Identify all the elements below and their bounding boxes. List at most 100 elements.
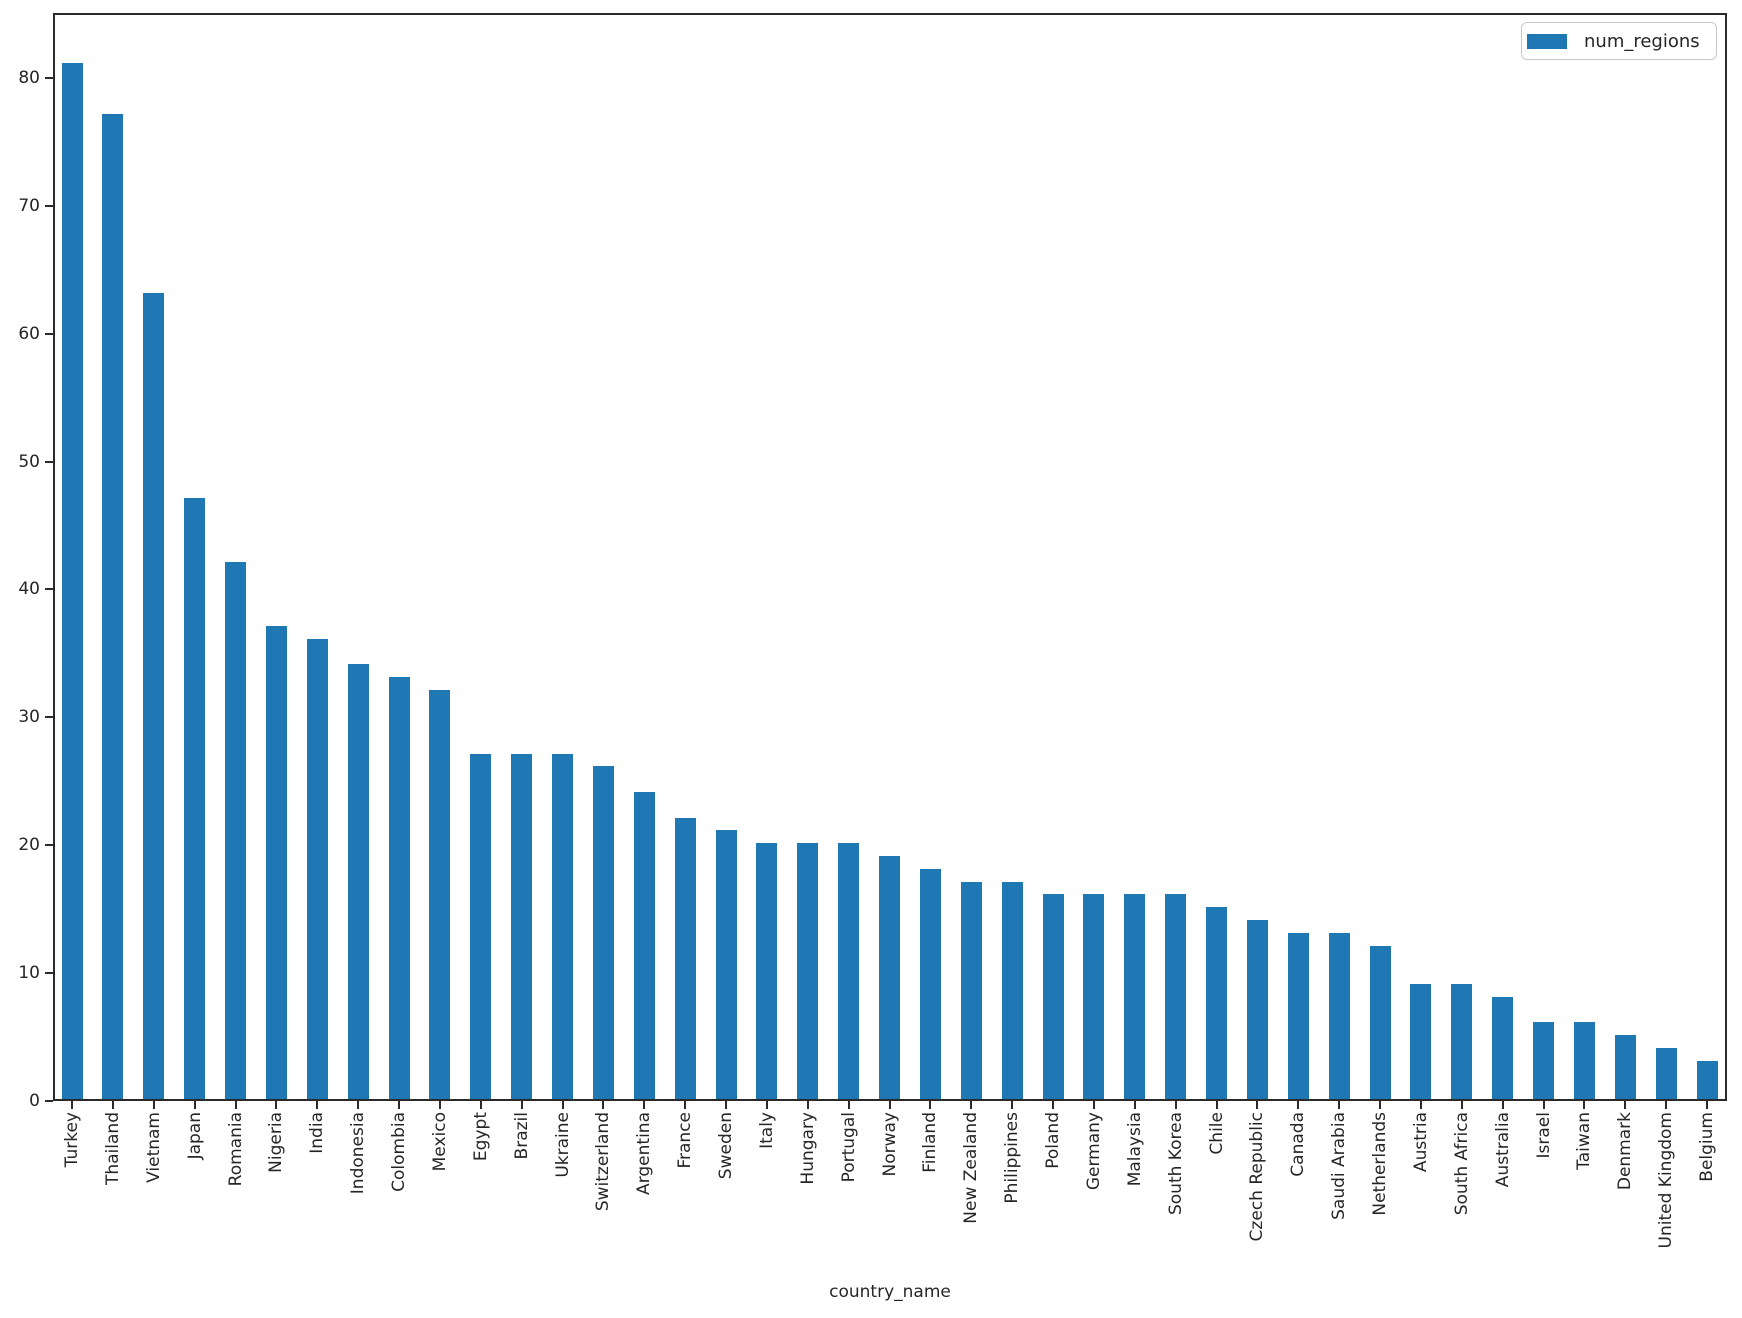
x-tick-label-thailand: Thailand <box>102 1112 123 1186</box>
y-tick-label: 40 <box>18 579 40 600</box>
bar-taiwan <box>1573 1022 1595 1099</box>
x-tick-mark <box>1501 1101 1504 1109</box>
bar-australia <box>1492 997 1514 1099</box>
bar-france <box>674 818 696 1099</box>
x-tick-label-denmark: Denmark <box>1615 1112 1636 1191</box>
x-tick-mark <box>684 1101 687 1109</box>
bar-philippines <box>1001 882 1023 1099</box>
y-tick-mark <box>45 76 53 79</box>
x-axis-title: country_name <box>829 1282 951 1302</box>
bar-austria <box>1410 984 1432 1099</box>
x-tick-mark <box>806 1101 809 1109</box>
x-tick-mark <box>111 1101 114 1109</box>
bar-malaysia <box>1124 894 1146 1099</box>
x-tick-label-israel: Israel <box>1533 1112 1554 1159</box>
x-tick-mark <box>152 1101 155 1109</box>
legend-label: num_regions <box>1584 30 1700 52</box>
x-tick-mark <box>1297 1101 1300 1109</box>
x-tick-mark <box>1256 1101 1259 1109</box>
x-tick-label-norway: Norway <box>879 1112 900 1177</box>
bar-mexico <box>429 690 451 1099</box>
x-tick-mark <box>1092 1101 1095 1109</box>
bar-indonesia <box>347 664 369 1099</box>
x-tick-label-finland: Finland <box>920 1112 941 1173</box>
x-tick-label-portugal: Portugal <box>838 1112 859 1183</box>
bar-netherlands <box>1369 946 1391 1099</box>
x-tick-label-sweden: Sweden <box>716 1112 736 1180</box>
x-tick-label-taiwan: Taiwan <box>1574 1112 1595 1170</box>
bar-poland <box>1042 894 1064 1099</box>
x-tick-mark <box>970 1101 973 1109</box>
bar-japan <box>184 498 206 1099</box>
x-tick-label-turkey: Turkey <box>62 1112 82 1168</box>
x-tick-mark <box>1052 1101 1054 1109</box>
x-tick-mark <box>357 1101 360 1109</box>
x-tick-mark <box>1215 1101 1218 1109</box>
x-tick-mark <box>929 1101 932 1109</box>
x-tick-mark <box>1460 1101 1463 1109</box>
bar-colombia <box>388 677 410 1099</box>
bar-india <box>306 639 328 1099</box>
x-tick-label-india: India <box>307 1112 328 1154</box>
y-tick-label: 30 <box>18 707 40 728</box>
bar-united-kingdom <box>1655 1048 1677 1099</box>
x-tick-mark <box>71 1101 73 1109</box>
x-tick-label-austria: Austria <box>1410 1112 1431 1173</box>
legend-swatch-icon <box>1527 33 1567 49</box>
x-tick-label-chile: Chile <box>1206 1112 1227 1155</box>
x-tick-mark <box>193 1101 196 1109</box>
x-tick-label-italy: Italy <box>756 1112 777 1149</box>
x-tick-mark <box>479 1101 482 1109</box>
x-tick-mark <box>275 1101 278 1109</box>
bar-nigeria <box>265 626 287 1099</box>
plot-area <box>53 13 1727 1101</box>
bar-norway <box>879 856 900 1099</box>
x-tick-mark <box>765 1101 768 1109</box>
bar-portugal <box>838 843 860 1099</box>
bar-germany <box>1083 894 1105 1099</box>
bar-chile <box>1206 907 1227 1099</box>
y-tick-mark <box>45 204 53 207</box>
x-tick-label-south-korea: South Korea <box>1165 1112 1186 1216</box>
bar-israel <box>1533 1022 1554 1099</box>
x-tick-mark <box>725 1101 727 1109</box>
x-tick-label-czech-republic: Czech Republic <box>1247 1112 1268 1242</box>
x-tick-mark <box>1174 1101 1177 1109</box>
x-tick-label-new-zealand: New Zealand <box>961 1112 982 1224</box>
x-tick-mark <box>1379 1101 1381 1109</box>
x-tick-label-malaysia: Malaysia <box>1124 1112 1145 1187</box>
x-tick-label-belgium: Belgium <box>1697 1112 1717 1182</box>
y-tick-label: 50 <box>18 451 40 472</box>
bar-sweden <box>715 830 737 1099</box>
bar-romania <box>225 562 246 1099</box>
bar-hungary <box>797 843 819 1099</box>
x-tick-mark <box>1665 1101 1668 1109</box>
x-tick-label-saudi-arabia: Saudi Arabia <box>1329 1112 1350 1220</box>
x-tick-mark <box>1624 1101 1627 1109</box>
x-tick-label-philippines: Philippines <box>1002 1112 1023 1204</box>
x-tick-label-mexico: Mexico <box>429 1112 450 1172</box>
x-tick-mark <box>888 1101 891 1109</box>
x-tick-mark <box>1583 1101 1586 1109</box>
x-tick-mark <box>1011 1101 1014 1109</box>
y-tick-mark <box>45 1100 53 1102</box>
x-tick-mark <box>438 1101 441 1109</box>
x-tick-label-nigeria: Nigeria <box>266 1112 287 1173</box>
x-tick-label-romania: Romania <box>225 1112 246 1187</box>
y-tick-mark <box>45 332 53 335</box>
x-tick-mark <box>1706 1101 1708 1109</box>
x-tick-label-japan: Japan <box>184 1112 205 1160</box>
bar-brazil <box>511 754 533 1099</box>
y-tick-label: 80 <box>18 67 40 88</box>
y-tick-mark <box>45 460 53 463</box>
x-tick-label-ukraine: Ukraine <box>552 1112 573 1178</box>
x-tick-label-switzerland: Switzerland <box>593 1112 614 1212</box>
bar-switzerland <box>592 766 614 1099</box>
x-tick-label-united-kingdom: United Kingdom <box>1656 1112 1677 1249</box>
bar-belgium <box>1696 1061 1718 1099</box>
y-tick-mark <box>45 716 53 719</box>
x-tick-mark <box>398 1101 400 1109</box>
bar-italy <box>756 843 778 1099</box>
legend: num_regions <box>1521 22 1717 60</box>
x-tick-mark <box>561 1101 564 1109</box>
